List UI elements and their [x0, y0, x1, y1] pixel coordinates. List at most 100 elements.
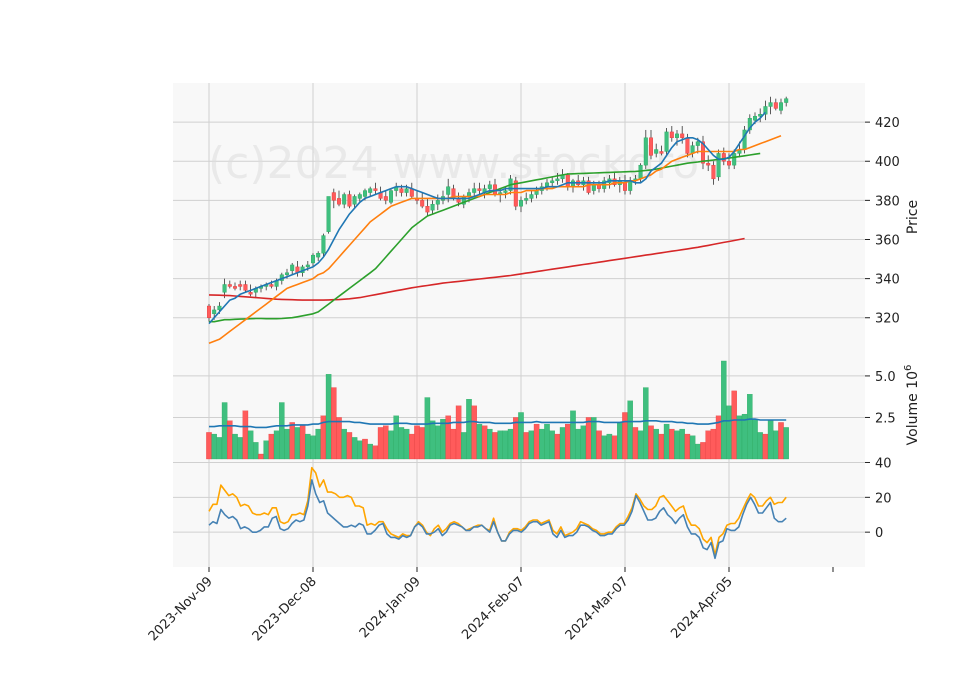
volume-bar: [658, 433, 665, 460]
volume-bar: [705, 430, 711, 460]
candle-body: [373, 188, 378, 191]
volume-bar: [466, 399, 472, 460]
candle-body: [565, 174, 570, 187]
candle-body: [669, 131, 674, 138]
volume-bar: [549, 430, 555, 460]
volume-bar: [487, 428, 493, 460]
volume-bar: [299, 425, 306, 460]
volume-bar: [648, 425, 654, 460]
price-y-tick-label: 320: [875, 312, 900, 327]
candle-body: [711, 164, 716, 180]
candle-body: [217, 305, 222, 311]
volume-bar: [403, 428, 410, 460]
volume-bar: [341, 428, 347, 460]
candle-body: [232, 286, 237, 289]
candle-body: [446, 186, 451, 195]
volume-bar: [497, 430, 503, 460]
candle-body: [321, 235, 326, 254]
candle-body: [222, 284, 227, 293]
candle-body: [425, 206, 430, 213]
volume-bar: [731, 390, 737, 460]
candle-body: [649, 137, 654, 156]
volume-bar: [778, 422, 784, 460]
candle-body: [238, 284, 243, 287]
volume-bar: [435, 425, 441, 460]
volume-bar: [377, 427, 384, 460]
volume-bar: [362, 438, 368, 460]
candle-body: [513, 180, 518, 207]
volume-bar: [398, 427, 405, 460]
volume-bar: [523, 432, 529, 460]
volume-bar: [383, 425, 389, 460]
volume-bar: [726, 405, 732, 460]
volume-bar: [450, 428, 457, 460]
volume-bar: [695, 443, 701, 460]
x-tick-label: 2023-Nov-09: [146, 574, 216, 644]
volume-bar: [481, 425, 488, 460]
volume-bar: [372, 445, 379, 460]
candle-body: [555, 178, 560, 182]
candle-body: [727, 161, 732, 166]
candle-body: [571, 180, 576, 187]
candle-body: [206, 305, 211, 318]
volume-bar: [221, 402, 228, 460]
x-tick-label: 2024-Apr-05: [668, 574, 735, 641]
volume-axis-label-exponent: 6: [903, 365, 914, 371]
volume-bar: [585, 417, 592, 460]
candle-body: [435, 200, 440, 205]
candle-body: [659, 151, 664, 154]
candle-body: [680, 133, 685, 138]
volume-bar: [559, 427, 566, 460]
candle-body: [503, 190, 508, 193]
volume-bar: [367, 443, 373, 460]
volume-bar: [575, 428, 581, 460]
x-tick-label: 2024-Jan-09: [357, 574, 424, 641]
volume-bar: [211, 433, 217, 460]
volume-bar: [507, 428, 514, 460]
candle-body: [212, 309, 217, 315]
volume-bar: [663, 423, 670, 460]
volume-bar: [513, 417, 519, 460]
price-panel: [173, 83, 865, 351]
candle-body: [383, 196, 388, 201]
candlesticks: [206, 96, 789, 322]
volume-bar: [424, 397, 431, 460]
volume-bar: [502, 430, 509, 460]
x-tick-label: 2023-Dec-08: [250, 574, 320, 644]
volume-bar: [305, 433, 311, 460]
candle-body: [285, 272, 290, 275]
volume-bar: [689, 435, 696, 460]
volume-bar: [637, 430, 644, 460]
volume-bar: [554, 433, 561, 460]
volume-bar: [643, 387, 649, 460]
candle-body: [773, 102, 778, 109]
volume-bar: [310, 435, 316, 460]
volume-bar: [393, 415, 399, 460]
candle-body: [643, 137, 648, 166]
candle-body: [347, 194, 352, 207]
volume-bar: [669, 428, 675, 460]
volume-bar: [247, 430, 254, 460]
candle-body: [721, 153, 726, 162]
volume-bar: [206, 432, 212, 460]
volume-bar: [336, 417, 342, 460]
volume-bar: [528, 430, 535, 460]
volume-bar: [747, 394, 753, 460]
volume-bar: [679, 428, 685, 460]
volume-bar: [752, 418, 758, 460]
volume-bar: [700, 442, 706, 460]
candle-body: [337, 198, 342, 205]
candle-body: [675, 133, 680, 138]
candle-body: [529, 194, 534, 199]
volume-bar: [767, 420, 774, 460]
candle-body: [352, 196, 357, 205]
candle-body: [763, 106, 768, 115]
volume-bar: [539, 428, 545, 460]
volume-bar: [232, 433, 238, 460]
volume-bar: [627, 400, 633, 460]
volume-bar: [601, 435, 607, 460]
volume-bar: [741, 413, 748, 460]
volume-bar: [617, 422, 623, 460]
candle-body: [784, 98, 789, 103]
volume-bar: [289, 422, 295, 460]
